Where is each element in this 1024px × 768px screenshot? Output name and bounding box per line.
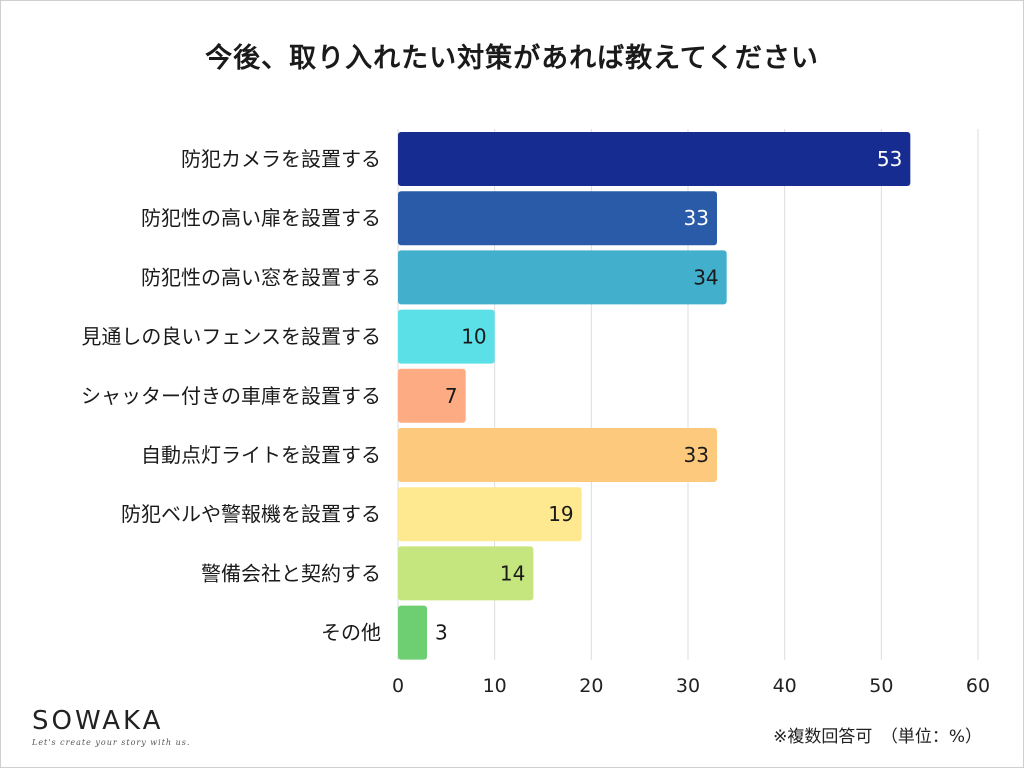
- x-tick-label: 50: [869, 675, 893, 697]
- x-tick-label: 10: [483, 675, 507, 697]
- bar: [398, 132, 911, 186]
- category-label: 警備会社と契約する: [201, 561, 381, 585]
- category-labels: 防犯カメラを設置する防犯性の高い扉を設置する防犯性の高い窓を設置する見通しの良い…: [81, 147, 381, 645]
- x-tick-label: 20: [579, 675, 603, 697]
- bar: [398, 428, 717, 482]
- category-label: 防犯ベルや警報機を設置する: [121, 502, 381, 526]
- bar-value-label: 10: [461, 325, 486, 349]
- bar: [398, 546, 534, 601]
- bar-value-label: 14: [500, 561, 525, 585]
- sowaka-logo: SOWAKA: [32, 706, 164, 736]
- bar-value-label: 53: [877, 147, 902, 171]
- category-label: 見通しの良いフェンスを設置する: [81, 325, 381, 349]
- x-tick-label: 60: [966, 675, 990, 697]
- bar: [398, 191, 717, 246]
- bar-value-label: 3: [435, 621, 448, 645]
- category-label: 防犯性の高い扉を設置する: [141, 206, 381, 230]
- x-tick-labels: 0 10 20 30 40 50 60: [392, 675, 990, 697]
- bar: [398, 309, 495, 364]
- bar-value-label: 33: [684, 443, 709, 467]
- bars: 53 33 34 10 7 33 19 14 3: [398, 132, 911, 660]
- x-tick-label: 40: [773, 675, 797, 697]
- bar-value-label: 34: [693, 265, 718, 289]
- footnote: ※複数回答可 （単位：%）: [773, 727, 982, 747]
- bar-value-label: 33: [684, 206, 709, 230]
- category-label: その他: [321, 621, 381, 645]
- sowaka-tagline: Let's create your story with us.: [32, 738, 191, 747]
- category-label: 自動点灯ライトを設置する: [141, 443, 381, 467]
- chart-title: 今後、取り入れたい対策があれば教えてください: [205, 43, 819, 74]
- bar-value-label: 19: [548, 502, 573, 526]
- category-label: 防犯性の高い窓を設置する: [141, 265, 381, 289]
- category-label: シャッター付きの車庫を設置する: [81, 384, 381, 408]
- category-label: 防犯カメラを設置する: [181, 147, 381, 171]
- bar-value-label: 7: [445, 384, 458, 408]
- x-tick-label: 30: [676, 675, 700, 697]
- bar: [398, 605, 427, 660]
- x-tick-label: 0: [392, 675, 404, 697]
- bar: [398, 250, 727, 305]
- bar: [398, 368, 466, 423]
- bar: [398, 487, 582, 542]
